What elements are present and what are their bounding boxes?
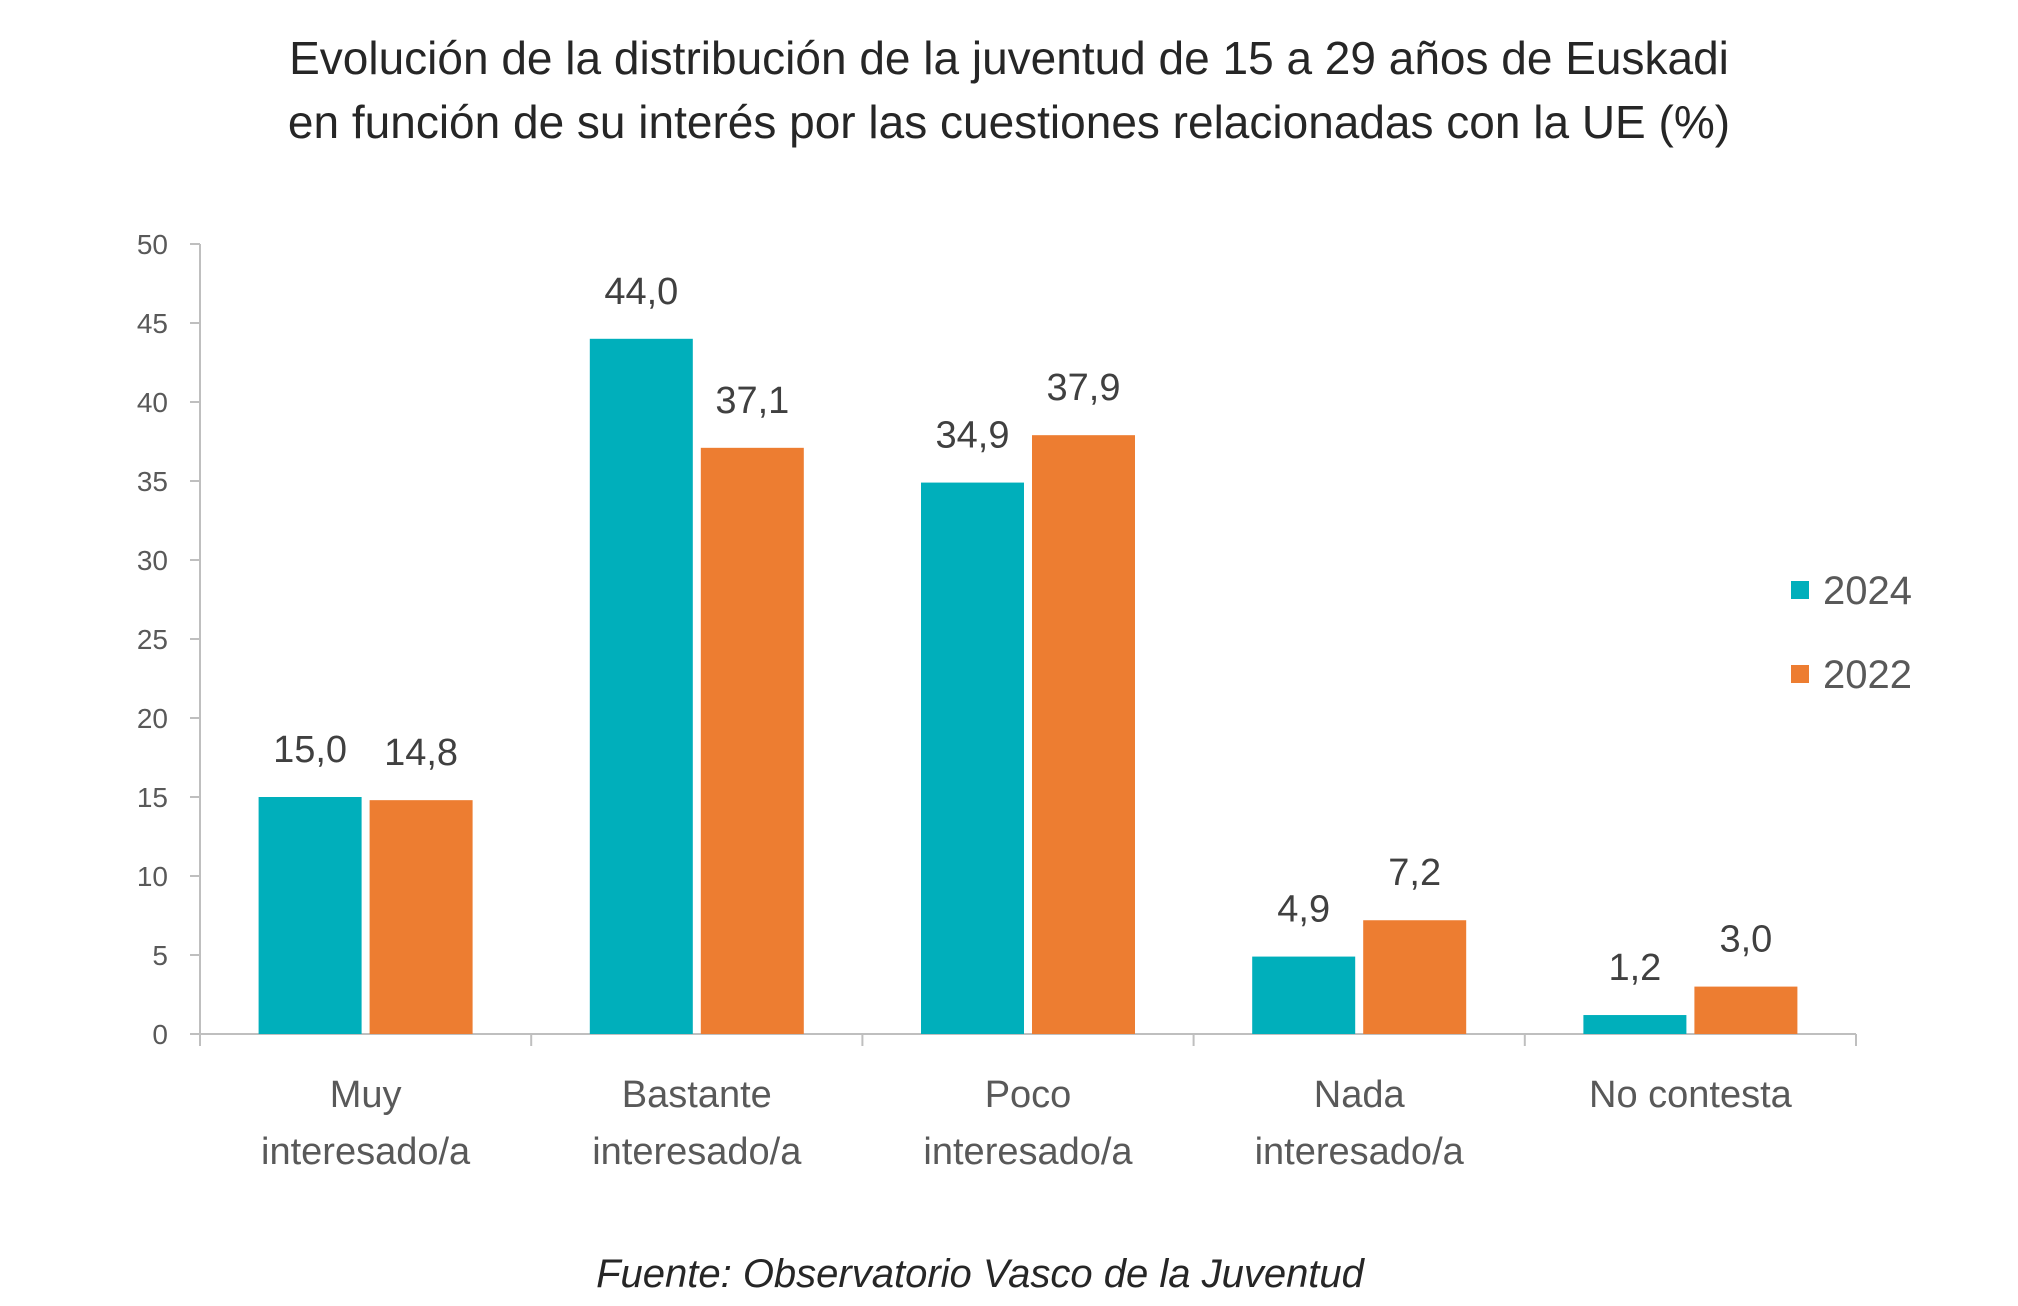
x-category-label-line: Muy: [330, 1074, 402, 1116]
bar-2024: [921, 482, 1024, 1035]
y-tick-label: 0: [152, 1019, 168, 1050]
bar-2024: [1252, 956, 1356, 1034]
chart-title-line-1: Evolución de la distribución de la juven…: [289, 32, 1729, 84]
y-tick-label: 15: [137, 782, 168, 813]
legend-label-2022: 2022: [1823, 653, 1912, 697]
bar-2022: [369, 800, 473, 1034]
y-axis: 0 5 10 15 20 25 30 35 40 45 50: [137, 229, 201, 1050]
chart-title: Evolución de la distribución de la juven…: [0, 26, 2018, 154]
x-category-label: Nada interesado/a: [1255, 1074, 1465, 1173]
y-tick-label: 10: [137, 861, 168, 892]
legend: 2024 2022: [1791, 569, 1912, 697]
x-category-label-line: interesado/a: [923, 1131, 1133, 1173]
x-category-label-line: Bastante: [622, 1074, 772, 1116]
x-axis: Muy interesado/a Bastante interesado/a Poco i…: [199, 1033, 1857, 1173]
y-tick-label: 50: [137, 229, 168, 260]
y-tick-label: 45: [137, 308, 168, 339]
x-category-label-line: interesado/a: [1255, 1131, 1465, 1173]
x-category-label: Muy interesado/a: [261, 1074, 471, 1173]
y-tick-label: 30: [137, 545, 168, 576]
y-tick-label: 40: [137, 387, 168, 418]
bar-2022: [700, 447, 804, 1034]
data-label-2024: 34,9: [936, 415, 1010, 457]
data-label-2024: 15,0: [273, 729, 347, 771]
y-tick-label: 35: [137, 466, 168, 497]
x-category-label: Poco interesado/a: [923, 1074, 1133, 1173]
x-category-label-line: Poco: [985, 1074, 1072, 1116]
x-category-label-line: Nada: [1314, 1074, 1406, 1116]
data-label-2022: 37,1: [715, 380, 789, 422]
bar-2022: [1363, 920, 1467, 1034]
bar-2024: [589, 338, 693, 1034]
y-tick-label: 5: [152, 940, 168, 971]
bar-2024: [1583, 1015, 1687, 1034]
data-label-2024: 1,2: [1608, 947, 1661, 989]
bar-2022: [1694, 986, 1798, 1034]
source-note: Fuente: Observatorio Vasco de la Juventu…: [596, 1252, 1364, 1296]
x-category-label-line: No contesta: [1589, 1074, 1793, 1116]
x-category-label-line: interesado/a: [261, 1131, 471, 1173]
y-tick-label: 25: [137, 624, 168, 655]
bar-2024: [258, 797, 362, 1034]
x-category-label: No contesta: [1589, 1074, 1793, 1116]
legend-swatch-2024: [1791, 581, 1809, 599]
chart-title-line-2: en función de su interés por las cuestio…: [287, 96, 1731, 148]
bar-2022: [1032, 435, 1135, 1034]
bars: [258, 338, 1798, 1035]
x-category-label-line: interesado/a: [592, 1131, 802, 1173]
data-label-2022: 14,8: [384, 732, 458, 774]
data-label-2022: 7,2: [1388, 852, 1441, 894]
data-label-2024: 44,0: [604, 271, 678, 313]
data-labels: 15,0 14,8 44,0 37,1 34,9 37,9 4,9 7,2 1,2 3,0: [273, 271, 1772, 989]
x-category-label: Bastante interesado/a: [592, 1074, 802, 1173]
data-label-2022: 3,0: [1719, 919, 1772, 961]
y-tick-label: 20: [137, 703, 168, 734]
data-label-2024: 4,9: [1277, 889, 1330, 931]
legend-label-2024: 2024: [1823, 569, 1912, 613]
legend-swatch-2022: [1791, 665, 1809, 683]
data-label-2022: 37,9: [1047, 367, 1121, 409]
